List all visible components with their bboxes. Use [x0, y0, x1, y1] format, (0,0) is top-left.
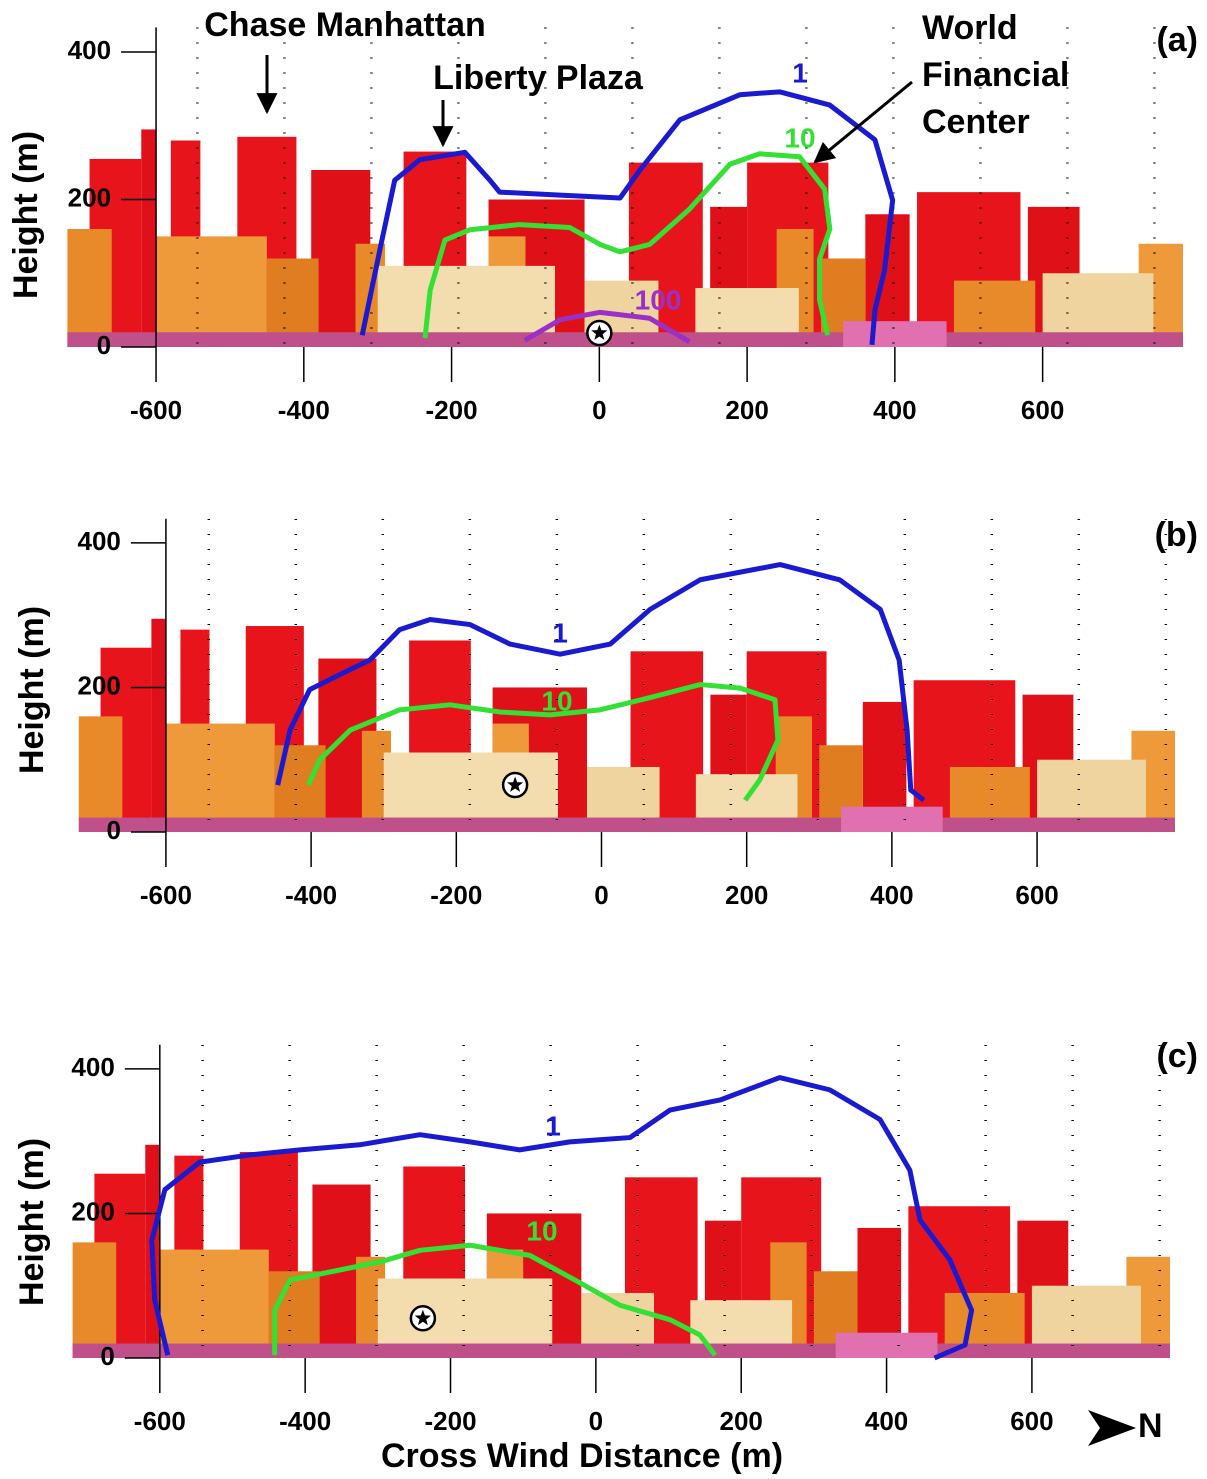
x-tick-label: -600 [134, 1406, 186, 1436]
contour-line [523, 309, 691, 344]
source-star [507, 776, 524, 792]
x-tick-label: -600 [140, 880, 192, 910]
contour-label: 10 [541, 685, 572, 716]
x-tick-label: -200 [430, 880, 482, 910]
building [72, 1242, 117, 1358]
building [151, 618, 166, 832]
x-tick-label: -400 [285, 880, 337, 910]
source-star [414, 1309, 431, 1326]
building [156, 236, 267, 347]
building [72, 1343, 1171, 1358]
panel-label: (c) [1156, 1037, 1198, 1075]
annotation: Financial [922, 56, 1069, 94]
x-tick-label: 0 [592, 395, 606, 425]
annotation: World [922, 9, 1018, 47]
x-tick-label: -200 [424, 1406, 476, 1436]
annotation: Center [922, 103, 1030, 141]
x-tick-label: 600 [1015, 880, 1058, 910]
x-tick-label: 200 [720, 1406, 763, 1436]
x-tick-label: 0 [594, 880, 608, 910]
y-tick-label: 0 [106, 815, 120, 845]
source-star [591, 324, 608, 340]
building [78, 817, 1175, 832]
annotation-arrow [813, 80, 913, 164]
panel-label: (b) [1155, 516, 1198, 554]
panel-label: (a) [1156, 21, 1198, 59]
x-tick-label: -400 [278, 395, 330, 425]
building [165, 723, 275, 832]
annotation: Liberty Plaza [433, 59, 644, 97]
building [141, 129, 157, 347]
y-axis-label: Height (m) [13, 1138, 51, 1306]
building [835, 1332, 938, 1358]
contour-line [359, 89, 896, 346]
y-tick-label: 200 [71, 1196, 114, 1226]
y-tick-label: 400 [78, 526, 121, 556]
building [843, 321, 947, 347]
building [67, 229, 112, 347]
building [841, 806, 943, 832]
y-tick-label: 0 [100, 1341, 114, 1371]
y-axis-label: Height (m) [7, 131, 45, 299]
y-axis-label: Height (m) [13, 606, 51, 774]
north-label: N [1138, 1407, 1163, 1445]
x-axis-label: Cross Wind Distance (m) [381, 1437, 783, 1475]
x-tick-label: 600 [1010, 1406, 1053, 1436]
x-tick-label: -400 [279, 1406, 331, 1436]
annotation: Chase Manhattan [204, 6, 486, 44]
x-tick-label: 400 [865, 1406, 908, 1436]
x-tick-label: 0 [589, 1406, 603, 1436]
contour-line [275, 562, 926, 803]
y-tick-label: 400 [71, 1052, 114, 1082]
contour-line [305, 682, 781, 802]
building [159, 1249, 269, 1358]
contour-label: 1 [552, 617, 568, 648]
contour-label: 100 [635, 284, 682, 315]
contour-line [272, 1242, 718, 1357]
x-tick-label: -200 [426, 395, 478, 425]
x-tick-label: 400 [873, 395, 916, 425]
panel: 0 200 400 -600 -400 -200 0 200 400 600 1 10 100 (a) He… [7, 6, 1198, 425]
building [78, 716, 123, 832]
y-tick-label: 200 [68, 182, 111, 212]
y-tick-label: 400 [68, 35, 111, 65]
x-tick-label: 200 [725, 395, 768, 425]
contour-label: 10 [784, 122, 815, 153]
contour-line [422, 151, 833, 339]
contour-label: 1 [545, 1110, 561, 1141]
contour-label: 1 [792, 57, 808, 88]
panel: 0 200 400 -600 -400 -200 0 200 400 600 1 10 (c) Heigh… [13, 1037, 1198, 1475]
y-tick-label: 0 [97, 330, 111, 360]
panel: 0 200 400 -600 -400 -200 0 200 400 600 1 10 (b) Heigh… [13, 516, 1198, 910]
building [67, 332, 1183, 347]
x-tick-label: -600 [130, 395, 182, 425]
contour-line [149, 1075, 975, 1361]
x-tick-label: 200 [725, 880, 768, 910]
x-tick-label: 400 [870, 880, 913, 910]
contour-label: 10 [526, 1215, 557, 1246]
north-arrow [1088, 1410, 1136, 1446]
x-tick-label: 600 [1021, 395, 1064, 425]
y-tick-label: 200 [78, 670, 121, 700]
